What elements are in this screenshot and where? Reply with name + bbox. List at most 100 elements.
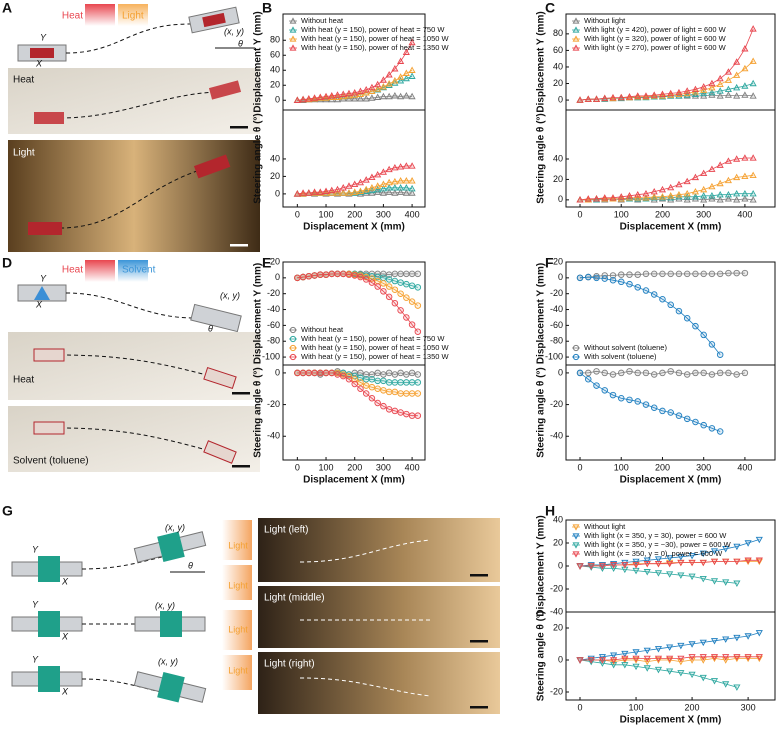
data-point	[351, 272, 358, 279]
angle-label: θ	[208, 323, 213, 333]
data-point	[379, 189, 387, 196]
data-point	[650, 404, 658, 412]
data-point	[617, 195, 625, 202]
data-point	[749, 171, 757, 179]
data-point	[380, 371, 387, 378]
y-tick-label: -20	[550, 399, 563, 409]
data-point	[356, 95, 365, 102]
data-point	[333, 185, 342, 193]
legend-label: With light (x = 350, y = 0), power = 600…	[584, 549, 723, 558]
data-point	[380, 274, 387, 282]
y-axis-label: Steering angle θ (°)	[536, 611, 547, 702]
data-point	[374, 85, 382, 92]
data-point	[755, 654, 763, 661]
data-point	[316, 188, 324, 195]
data-point	[385, 293, 393, 301]
scale-bar	[232, 465, 250, 468]
data-point	[643, 665, 651, 672]
data-point	[733, 83, 741, 91]
data-point	[724, 176, 732, 184]
data-point	[654, 646, 663, 653]
x-tick-label: 400	[405, 209, 420, 219]
data-point	[708, 165, 716, 172]
data-point	[408, 177, 416, 184]
data-point	[610, 652, 618, 659]
data-point	[379, 92, 387, 100]
data-point	[368, 371, 376, 378]
solvent-gradient	[118, 260, 148, 282]
legend-label: With solvent (toluene)	[584, 352, 657, 361]
data-point	[749, 189, 757, 197]
data-point	[708, 88, 716, 96]
data-point	[755, 630, 763, 637]
photo-label: Light	[13, 148, 35, 159]
series-line	[579, 632, 760, 661]
data-point	[368, 173, 376, 180]
data-point	[741, 154, 749, 161]
data-point	[710, 578, 719, 585]
legend-label: With light (y = 320), power of light = 6…	[584, 34, 727, 43]
series-line	[580, 198, 754, 201]
data-point	[397, 57, 405, 64]
y-tick-label: -20	[550, 288, 563, 298]
data-point	[408, 38, 416, 46]
x-tick-label: 200	[347, 209, 362, 219]
legend-marker	[289, 353, 297, 361]
x-axis-label: Displacement X (mm)	[620, 222, 722, 233]
data-point	[733, 92, 741, 99]
data-point	[397, 77, 405, 84]
series-line	[579, 276, 721, 355]
y-tick-label: 0	[275, 95, 280, 105]
panel-label: F	[545, 255, 554, 271]
legend-marker	[572, 551, 580, 558]
data-point	[609, 391, 617, 399]
light-gradient	[118, 4, 148, 26]
y-tick-label: 80	[553, 28, 563, 38]
data-point	[666, 561, 674, 568]
data-point	[741, 82, 749, 89]
data-point	[667, 368, 674, 375]
robot	[193, 154, 231, 179]
data-point	[339, 372, 347, 380]
data-point	[683, 371, 691, 378]
data-point	[403, 294, 410, 301]
panel-label: H	[545, 503, 555, 519]
data-point	[391, 189, 399, 196]
data-point	[397, 369, 404, 377]
data-point	[708, 341, 716, 348]
data-point	[408, 390, 416, 397]
y-axis-label: Steering angle θ (°)	[536, 113, 547, 204]
data-point	[356, 90, 365, 97]
legend-label: Without heat	[301, 16, 344, 25]
y-tick-label: 20	[270, 256, 280, 266]
data-point	[385, 379, 393, 386]
data-point	[322, 92, 330, 100]
data-point	[609, 194, 617, 201]
legend-marker	[572, 344, 580, 352]
data-point	[408, 184, 416, 192]
stimulus-label: Heat	[62, 11, 83, 22]
data-point	[362, 185, 370, 193]
data-point	[632, 655, 640, 663]
data-point	[632, 663, 640, 671]
data-point	[299, 189, 307, 196]
data-point	[609, 272, 617, 279]
data-point	[632, 558, 640, 566]
data-point	[749, 92, 757, 99]
y-tick-label: 80	[270, 35, 280, 45]
data-point	[379, 168, 387, 175]
data-point	[691, 187, 700, 195]
data-point	[380, 402, 387, 410]
series-line	[579, 565, 737, 584]
data-point	[716, 92, 724, 99]
light-label: Light	[228, 665, 248, 675]
data-point	[391, 163, 399, 171]
data-point	[722, 558, 730, 566]
data-point	[654, 666, 663, 674]
data-point	[601, 94, 609, 102]
data-point	[374, 283, 381, 290]
data-point	[397, 177, 405, 184]
x-tick-label: 100	[614, 209, 629, 219]
data-point	[617, 271, 625, 278]
data-point	[708, 83, 716, 91]
